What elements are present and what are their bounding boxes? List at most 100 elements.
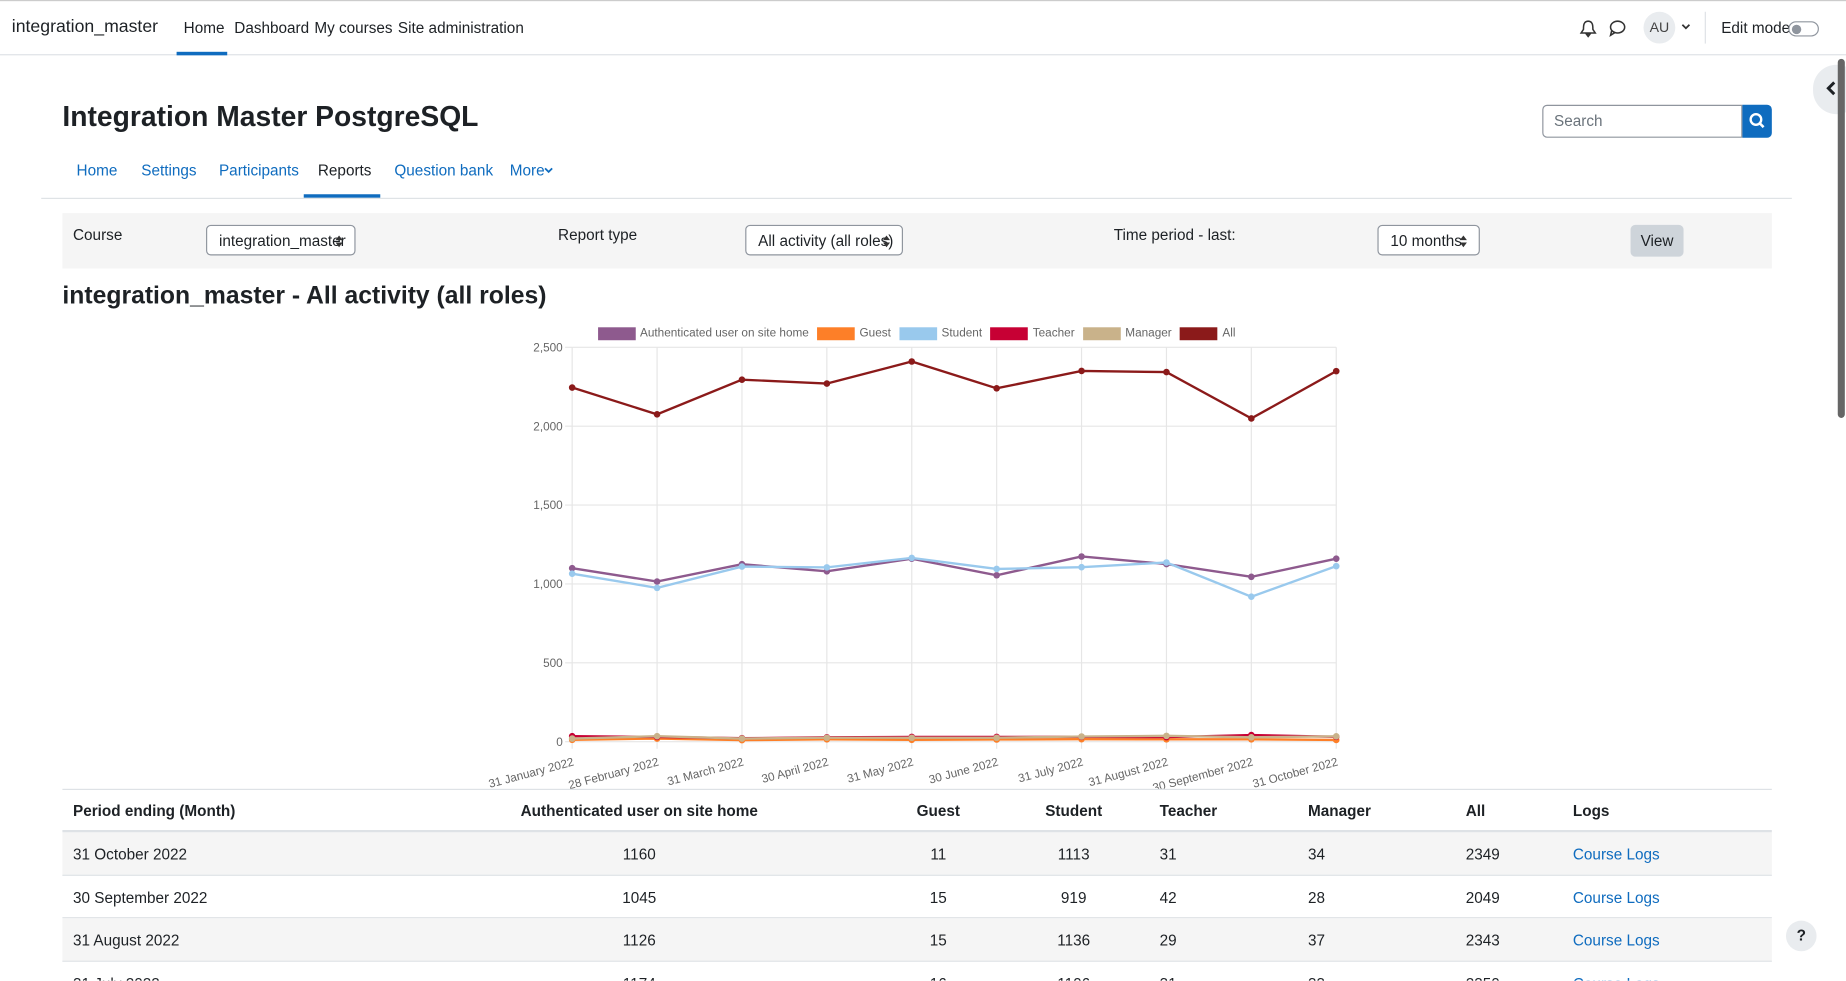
avatar-caret[interactable] bbox=[1681, 24, 1691, 31]
legend-swatch bbox=[1179, 326, 1218, 340]
data-point bbox=[1078, 733, 1085, 740]
help-button[interactable]: ? bbox=[1785, 920, 1817, 952]
x-tick-label: 31 May 2022 bbox=[846, 756, 915, 786]
x-tick-label: 31 October 2022 bbox=[1251, 756, 1339, 789]
legend-item: Student bbox=[899, 325, 982, 341]
column-header: Authenticated user on site home bbox=[520, 801, 758, 820]
table-cell: 2349 bbox=[1465, 845, 1500, 863]
series-line bbox=[572, 734, 1337, 740]
report-type-select[interactable]: All activity (all roles) bbox=[745, 224, 903, 256]
course-nav-reports[interactable]: Reports bbox=[317, 161, 372, 179]
legend-swatch bbox=[899, 326, 937, 340]
nav-home[interactable]: Home bbox=[183, 18, 225, 37]
table-cell: 34 bbox=[1307, 845, 1326, 863]
legend-label: Teacher bbox=[1032, 326, 1075, 340]
data-point bbox=[993, 571, 1000, 579]
course-nav-question-bank[interactable]: Question bank bbox=[394, 161, 494, 179]
data-point bbox=[908, 358, 916, 365]
nav-dashboard[interactable]: Dashboard bbox=[234, 18, 310, 37]
y-tick-label: 2,000 bbox=[533, 420, 563, 433]
data-point bbox=[653, 578, 661, 585]
report-type-label: Report type bbox=[558, 226, 638, 244]
legend-swatch bbox=[817, 326, 855, 340]
legend-swatch bbox=[597, 326, 636, 340]
y-tick-label: 1,000 bbox=[533, 578, 563, 591]
table-cell: 31 August 2022 bbox=[72, 931, 180, 949]
table-row bbox=[62, 961, 1772, 981]
scrollbar-thumb[interactable] bbox=[1837, 58, 1845, 418]
legend-swatch bbox=[990, 326, 1029, 340]
table-cell: 1106 bbox=[1057, 961, 1090, 980]
data-point bbox=[738, 735, 746, 742]
search-button[interactable] bbox=[1742, 104, 1772, 138]
legend-label: Authenticated user on site home bbox=[639, 326, 809, 340]
data-point bbox=[908, 734, 916, 742]
legend-item: Guest bbox=[817, 325, 891, 341]
chart: 0 500 1,000 1,500 2,000 2,500 31 January 20222… bbox=[487, 341, 1340, 789]
course-nav-participants[interactable]: Participants bbox=[218, 161, 299, 179]
legend-swatch bbox=[1082, 326, 1121, 340]
data-point bbox=[1332, 733, 1340, 740]
nav-border bbox=[41, 197, 1792, 199]
x-tick-label: 31 January 2022 bbox=[487, 756, 575, 789]
y-tick-label: 1,500 bbox=[533, 499, 563, 512]
table-cell: 31 bbox=[1159, 845, 1177, 863]
separator bbox=[1704, 11, 1706, 44]
table-cell: 31 bbox=[1160, 961, 1177, 980]
column-header: All bbox=[1465, 801, 1486, 820]
course-logs-link[interactable]: Course Logs bbox=[1572, 888, 1660, 906]
table-cell: 1174 bbox=[623, 961, 656, 980]
x-tick-label: 28 February 2022 bbox=[567, 756, 660, 789]
series-line bbox=[571, 555, 1337, 583]
series-line bbox=[571, 360, 1337, 420]
data-point bbox=[823, 734, 831, 742]
x-tick-label: 31 March 2022 bbox=[666, 756, 745, 789]
time-period-select[interactable]: 10 months bbox=[1377, 224, 1480, 256]
data-point bbox=[1248, 733, 1255, 741]
column-header: Period ending (Month) bbox=[72, 801, 236, 820]
y-tick-label: 2,500 bbox=[533, 341, 563, 354]
view-button[interactable]: View bbox=[1630, 224, 1684, 257]
table-cell: 30 September 2022 bbox=[72, 888, 208, 906]
data-point bbox=[908, 554, 916, 562]
nav-my-courses[interactable]: My courses bbox=[314, 18, 393, 37]
data-point bbox=[568, 564, 576, 572]
table-cell: 16 bbox=[930, 961, 947, 980]
course-logs-link[interactable]: Course Logs bbox=[1572, 845, 1660, 863]
course-nav-settings[interactable]: Settings bbox=[141, 161, 197, 179]
data-point bbox=[1078, 563, 1085, 571]
data-point bbox=[653, 584, 661, 592]
data-point bbox=[1248, 593, 1255, 601]
course-select[interactable]: integration_master bbox=[206, 224, 356, 256]
active-indicator bbox=[176, 51, 228, 56]
data-point bbox=[653, 732, 661, 740]
edit-mode-toggle[interactable] bbox=[1788, 21, 1819, 37]
data-point bbox=[568, 570, 576, 577]
table-cell: 28 bbox=[1307, 888, 1326, 906]
course-nav-more[interactable]: More bbox=[509, 161, 545, 179]
notification-icons[interactable] bbox=[1579, 19, 1631, 38]
brand[interactable]: integration_master bbox=[11, 16, 159, 37]
more-caret[interactable] bbox=[544, 167, 553, 174]
avatar[interactable]: AU bbox=[1643, 11, 1676, 44]
data-point bbox=[653, 411, 661, 418]
table-cell: 42 bbox=[1159, 888, 1177, 906]
course-logs-link[interactable]: Course Logs bbox=[1573, 961, 1660, 980]
data-point bbox=[993, 734, 1000, 742]
series-line bbox=[572, 737, 1337, 742]
table-cell: 15 bbox=[929, 888, 947, 906]
legend-label: Manager bbox=[1125, 326, 1172, 340]
search-input[interactable]: Search bbox=[1542, 104, 1743, 138]
table-cell: 1136 bbox=[1057, 931, 1091, 949]
legend-label: Student bbox=[941, 326, 983, 340]
table-cell: 2343 bbox=[1465, 931, 1500, 949]
data-point bbox=[568, 735, 576, 742]
course-logs-link[interactable]: Course Logs bbox=[1572, 931, 1660, 949]
y-tick-label: 0 bbox=[556, 736, 563, 749]
legend: Authenticated user on site home Guest Stud… bbox=[494, 325, 1338, 341]
nav-site-admin[interactable]: Site administration bbox=[397, 18, 524, 37]
column-header: Manager bbox=[1307, 801, 1371, 820]
course-nav-home[interactable]: Home bbox=[76, 161, 118, 179]
table-cell: 2049 bbox=[1465, 888, 1500, 906]
